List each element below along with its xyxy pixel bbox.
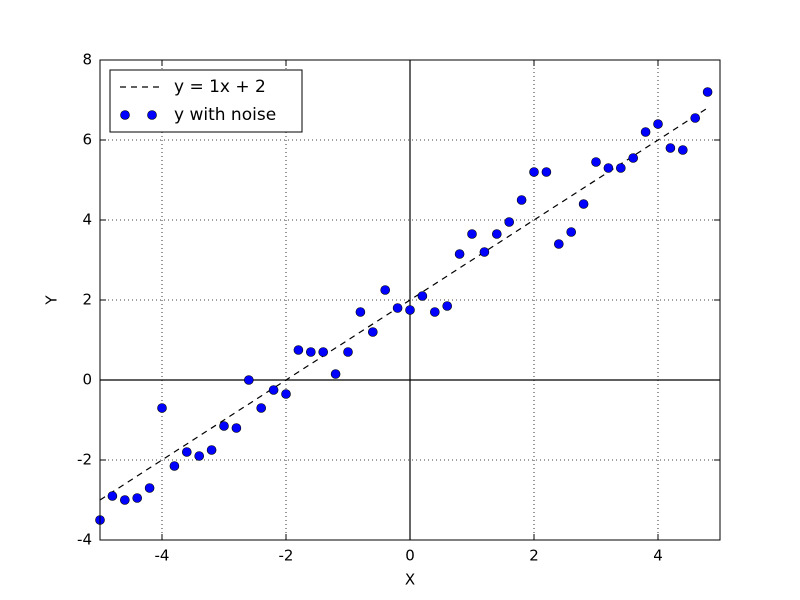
legend-label: y = 1x + 2: [174, 77, 266, 97]
point: [566, 227, 577, 237]
point: [702, 87, 713, 97]
x-axis-label: X: [405, 571, 415, 589]
point: [442, 301, 453, 311]
point: [690, 113, 701, 123]
point: [640, 127, 651, 137]
point: [491, 229, 502, 239]
y-tick-label: 4: [82, 211, 92, 229]
point: [244, 375, 254, 385]
point: [628, 153, 639, 163]
point: [578, 199, 589, 209]
point: [615, 163, 626, 173]
point: [653, 119, 663, 129]
point: [293, 345, 304, 355]
point: [268, 385, 279, 395]
y-tick-label: 0: [82, 371, 92, 389]
x-tick-label: 0: [405, 547, 415, 565]
legend-marker: [120, 110, 130, 120]
y-tick-label: -4: [77, 531, 92, 549]
point: [206, 445, 217, 455]
point: [231, 423, 242, 433]
point: [305, 347, 316, 357]
point: [677, 145, 688, 155]
point: [330, 369, 341, 379]
plot-frame: [99, 59, 721, 541]
point: [107, 491, 118, 501]
point: [405, 305, 415, 315]
point: [479, 247, 490, 257]
point: [454, 249, 465, 259]
y-tick-label: 8: [82, 51, 92, 69]
point: [144, 483, 155, 493]
point: [355, 307, 366, 317]
point: [665, 143, 676, 153]
point: [392, 303, 403, 313]
point: [194, 451, 204, 461]
x-tick-label: 4: [653, 547, 663, 565]
point: [380, 285, 391, 295]
point: [157, 403, 167, 413]
y-tick-label: 2: [82, 291, 92, 309]
point: [281, 389, 291, 399]
point: [182, 447, 192, 457]
point: [367, 327, 378, 337]
y-tick-label: 6: [82, 131, 92, 149]
point: [504, 217, 515, 227]
legend-label: y with noise: [174, 105, 276, 125]
x-tick-label: -4: [155, 547, 170, 565]
legend-box: [109, 69, 303, 133]
y-axis-label: Y: [43, 295, 61, 306]
point: [256, 403, 267, 413]
point: [219, 421, 229, 431]
point: [120, 495, 130, 505]
point: [318, 347, 329, 357]
x-tick-label: 2: [529, 547, 539, 565]
x-tick-label: -2: [279, 547, 294, 565]
y-tick-label: -2: [77, 451, 92, 469]
point: [467, 229, 477, 239]
point: [516, 195, 527, 205]
point: [429, 307, 440, 317]
point: [541, 167, 552, 177]
point: [603, 163, 614, 173]
point: [169, 461, 180, 471]
legend-marker: [147, 110, 157, 120]
point: [529, 167, 539, 177]
point: [132, 493, 142, 503]
point: [343, 347, 353, 357]
point: [591, 157, 601, 167]
point: [553, 239, 564, 249]
point: [417, 291, 428, 301]
